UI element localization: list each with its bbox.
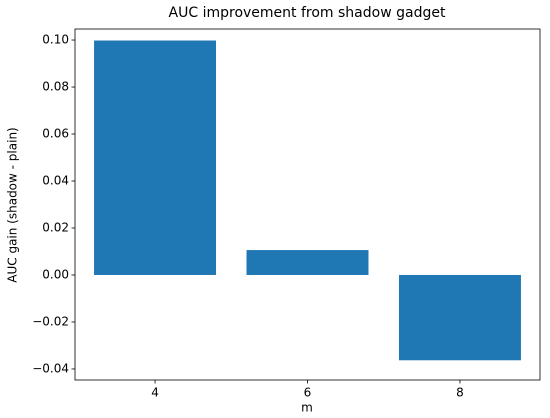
bar bbox=[398, 274, 521, 361]
y-tick-label: 0.02 bbox=[42, 220, 69, 234]
y-tick-label: 0.00 bbox=[42, 267, 69, 281]
y-tick-label: 0.06 bbox=[42, 127, 69, 141]
bar bbox=[246, 250, 369, 275]
x-tick-label: 8 bbox=[456, 386, 464, 400]
x-tick-label: 4 bbox=[151, 386, 159, 400]
y-tick-label: −0.04 bbox=[32, 361, 69, 375]
bar bbox=[94, 40, 217, 275]
x-axis-label: m bbox=[301, 401, 313, 415]
y-tick-label: 0.08 bbox=[42, 80, 69, 94]
y-axis-label: AUC gain (shadow - plain) bbox=[6, 127, 20, 282]
plot-area bbox=[94, 40, 521, 361]
y-tick-label: 0.10 bbox=[42, 33, 69, 47]
y-tick-label: −0.02 bbox=[32, 314, 69, 328]
chart-title: AUC improvement from shadow gadget bbox=[169, 5, 446, 21]
x-tick-label: 6 bbox=[304, 386, 312, 400]
y-tick-label: 0.04 bbox=[42, 174, 69, 188]
